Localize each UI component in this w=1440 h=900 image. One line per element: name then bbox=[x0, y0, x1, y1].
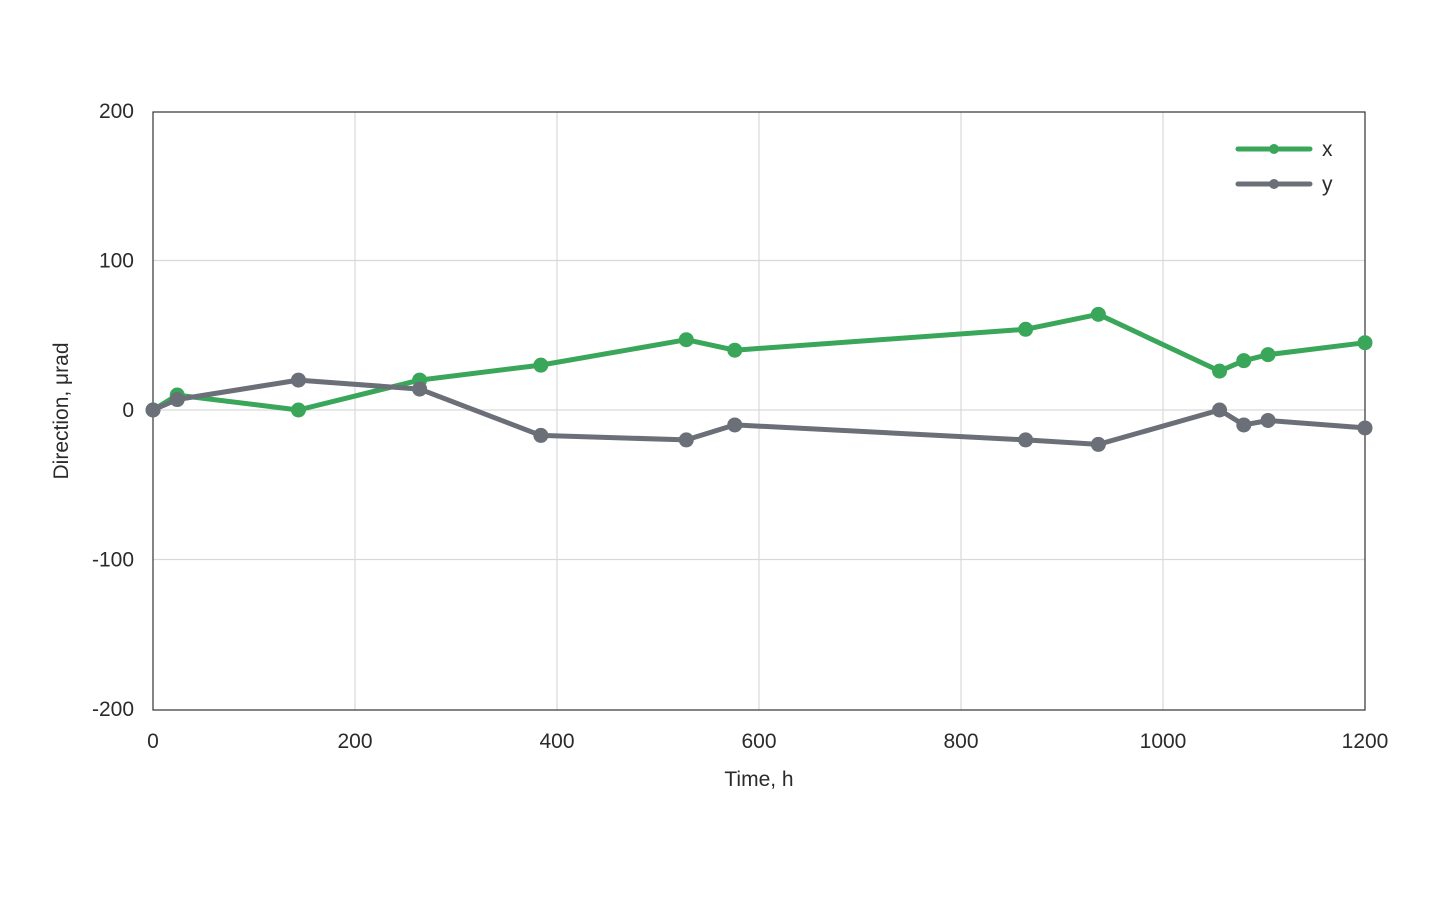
legend-swatch-marker bbox=[1269, 179, 1279, 189]
legend-item-y: y bbox=[1235, 173, 1333, 196]
legend-swatch-marker bbox=[1269, 144, 1279, 154]
data-point-x bbox=[727, 342, 743, 358]
data-point-y bbox=[727, 417, 743, 433]
data-point-y bbox=[1212, 402, 1228, 418]
data-point-x bbox=[1018, 321, 1034, 337]
y-axis-title: Direction, μrad bbox=[50, 343, 73, 480]
data-point-y bbox=[145, 402, 161, 418]
data-point-y bbox=[1236, 417, 1252, 433]
x-tick-label: 600 bbox=[741, 730, 776, 753]
data-point-x bbox=[1212, 363, 1228, 379]
data-point-y bbox=[412, 381, 428, 397]
data-point-y bbox=[290, 372, 306, 388]
series-layer bbox=[145, 306, 1373, 452]
data-point-y bbox=[1357, 420, 1373, 436]
x-axis-tick-labels: 0 200 400 600 800 1000 1200 bbox=[147, 730, 1388, 753]
data-point-x bbox=[533, 357, 549, 373]
y-tick-label: -100 bbox=[92, 549, 134, 572]
legend-label: y bbox=[1322, 173, 1333, 196]
data-point-x bbox=[1260, 347, 1276, 363]
y-axis-tick-labels: 200 100 0 -100 -200 bbox=[92, 100, 134, 721]
data-point-x bbox=[1357, 335, 1373, 351]
x-tick-label: 1000 bbox=[1140, 730, 1187, 753]
x-axis-title: Time, h bbox=[724, 768, 793, 791]
x-tick-label: 200 bbox=[337, 730, 372, 753]
y-tick-label: 200 bbox=[99, 100, 134, 123]
data-point-y bbox=[169, 392, 185, 408]
data-point-y bbox=[1018, 432, 1034, 448]
series-y bbox=[145, 372, 1373, 452]
data-point-y bbox=[533, 427, 549, 443]
data-point-y bbox=[1090, 436, 1106, 452]
x-tick-label: 400 bbox=[539, 730, 574, 753]
grid-lines bbox=[153, 112, 1365, 710]
data-point-x bbox=[1090, 306, 1106, 322]
y-tick-label: 0 bbox=[122, 399, 134, 422]
data-point-y bbox=[1260, 412, 1276, 428]
data-point-x bbox=[290, 402, 306, 418]
y-tick-label: 100 bbox=[99, 250, 134, 273]
x-tick-label: 1200 bbox=[1342, 730, 1389, 753]
data-point-x bbox=[1236, 353, 1252, 369]
x-tick-label: 0 bbox=[147, 730, 159, 753]
legend: xy bbox=[1235, 138, 1333, 196]
data-point-x bbox=[678, 332, 694, 348]
legend-label: x bbox=[1322, 138, 1333, 161]
x-tick-label: 800 bbox=[943, 730, 978, 753]
data-point-y bbox=[678, 432, 694, 448]
legend-item-x: x bbox=[1235, 138, 1333, 161]
y-tick-label: -200 bbox=[92, 698, 134, 721]
